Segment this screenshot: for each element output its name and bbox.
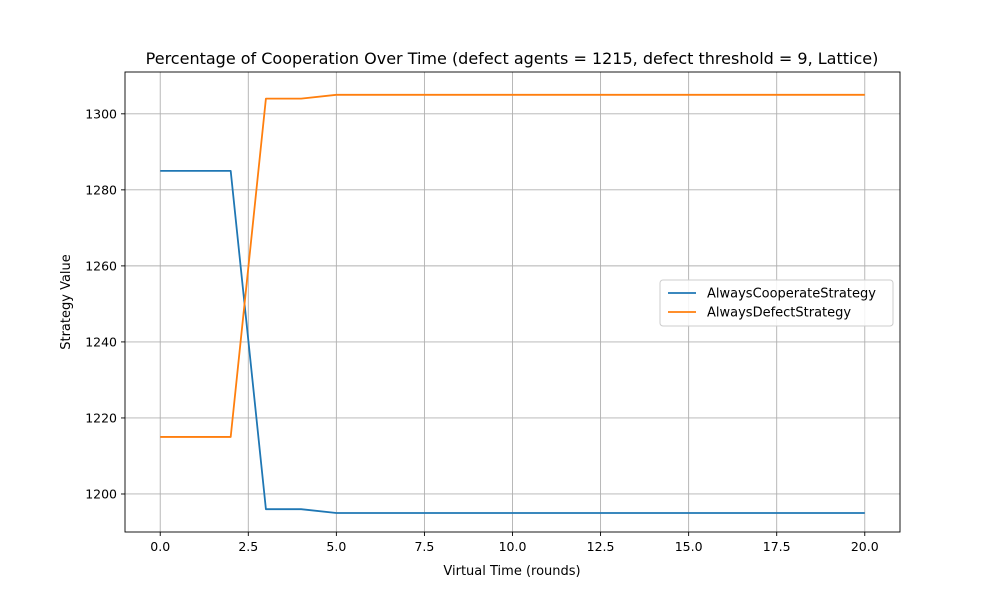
x-tick-label: 15.0	[675, 539, 703, 554]
series-line-cooperate	[160, 169, 865, 514]
y-tick-label: 1300	[85, 106, 117, 121]
grid	[125, 72, 900, 532]
y-tick-label: 1220	[85, 410, 117, 425]
x-tick-label: 7.5	[414, 539, 434, 554]
x-tick-label: 17.5	[763, 539, 791, 554]
y-tick-label: 1280	[85, 182, 117, 197]
y-tick-label: 1240	[85, 334, 117, 349]
x-tick-label: 10.0	[499, 539, 527, 554]
legend: AlwaysCooperateStrategy AlwaysDefectStra…	[659, 279, 894, 327]
series-line-defect	[160, 93, 865, 438]
chart-title: Percentage of Cooperation Over Time (def…	[146, 49, 879, 68]
x-axis: 0.0 2.5 5.0 7.5 10.0 12.5 15.0 17.5 20.0	[150, 532, 879, 554]
y-tick-label: 1200	[85, 486, 117, 501]
legend-box	[659, 279, 894, 327]
legend-label-cooperate: AlwaysCooperateStrategy	[707, 287, 876, 302]
y-axis: 1200 1220 1240 1260 1280 1300	[85, 106, 125, 501]
x-tick-label: 12.5	[587, 539, 615, 554]
y-axis-label: Strategy Value	[59, 254, 74, 350]
y-tick-label: 1260	[85, 258, 117, 273]
series-lines	[160, 93, 865, 514]
x-tick-label: 0.0	[150, 539, 170, 554]
x-tick-label: 2.5	[238, 539, 258, 554]
x-tick-label: 5.0	[326, 539, 346, 554]
x-axis-label: Virtual Time (rounds)	[443, 564, 580, 579]
legend-label-defect: AlwaysDefectStrategy	[707, 306, 851, 321]
x-tick-label: 20.0	[851, 539, 879, 554]
